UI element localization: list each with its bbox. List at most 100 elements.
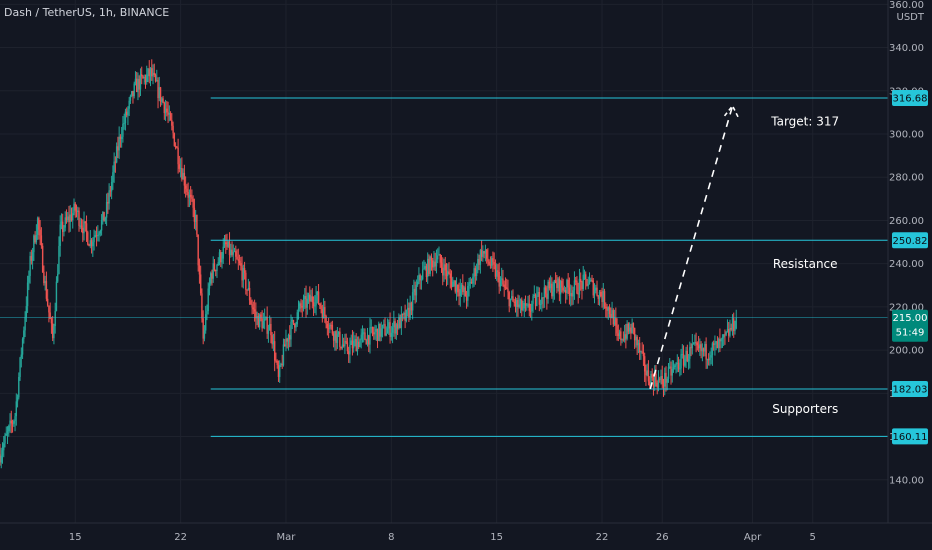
level-badge-label: 182.03 bbox=[893, 384, 928, 395]
projection-line[interactable] bbox=[649, 105, 734, 390]
candle-body bbox=[566, 279, 568, 293]
candle-body bbox=[100, 220, 103, 231]
candle-body bbox=[285, 338, 287, 347]
candle-body bbox=[297, 308, 300, 313]
candle-body bbox=[666, 378, 668, 383]
candle-body bbox=[43, 272, 45, 284]
candle-body bbox=[439, 254, 441, 263]
candle-body bbox=[108, 190, 110, 204]
level-badge-label: 250.82 bbox=[893, 236, 928, 247]
candle-body bbox=[569, 293, 572, 297]
candle-body bbox=[725, 331, 727, 335]
candle-body bbox=[342, 344, 345, 347]
candle-body bbox=[554, 280, 557, 284]
candle-body bbox=[661, 375, 663, 385]
candle-body bbox=[172, 125, 174, 134]
candle-body bbox=[655, 373, 657, 383]
candle-body bbox=[326, 323, 329, 329]
candle-body bbox=[701, 348, 704, 352]
candle-body bbox=[449, 273, 451, 279]
candle-body bbox=[306, 298, 308, 308]
candle-body bbox=[378, 323, 380, 341]
candle-body bbox=[142, 76, 144, 79]
candle-body bbox=[167, 112, 169, 115]
candle-body bbox=[65, 217, 68, 221]
candle-body bbox=[443, 264, 445, 276]
candle-body bbox=[434, 261, 436, 267]
candle-body bbox=[475, 269, 478, 277]
annotation-label: Target: 317 bbox=[770, 114, 839, 128]
candle-body bbox=[595, 287, 597, 291]
candle-body bbox=[189, 194, 192, 197]
candle-body bbox=[314, 305, 316, 307]
candle-body bbox=[85, 223, 88, 233]
candle-body bbox=[508, 292, 510, 307]
candle-body bbox=[615, 317, 617, 326]
time-axis[interactable]: 15 22 Mar 8 15 22 26 Apr 5 bbox=[69, 532, 816, 543]
candle-body bbox=[730, 327, 732, 330]
candle-body bbox=[233, 251, 236, 253]
candle-body bbox=[6, 431, 9, 435]
candle-body bbox=[608, 307, 611, 314]
candle-body bbox=[221, 258, 223, 263]
countdown-label: 51:49 bbox=[896, 328, 925, 339]
candle-body bbox=[482, 251, 484, 257]
candle-body bbox=[307, 294, 310, 299]
time-tick-label: 8 bbox=[388, 532, 394, 543]
candle-body bbox=[26, 282, 29, 307]
candle-body bbox=[39, 229, 41, 236]
candle-body bbox=[272, 341, 275, 345]
candle-body bbox=[30, 256, 33, 261]
candlestick-series[interactable] bbox=[0, 59, 737, 469]
candle-body bbox=[479, 250, 482, 265]
horizontal-levels[interactable] bbox=[0, 97, 888, 437]
candle-body bbox=[593, 290, 596, 296]
candle-body bbox=[97, 235, 99, 237]
candle-body bbox=[148, 68, 150, 77]
candle-body bbox=[617, 333, 620, 336]
candle-body bbox=[385, 333, 388, 336]
candle-body bbox=[478, 258, 480, 265]
candle-body bbox=[411, 292, 414, 311]
candle-body bbox=[203, 330, 206, 339]
candle-body bbox=[212, 263, 214, 279]
candle-body bbox=[281, 363, 283, 366]
candle-body bbox=[261, 318, 263, 329]
candle-body bbox=[562, 287, 564, 291]
candle-body bbox=[464, 287, 467, 297]
candle-body bbox=[46, 298, 49, 306]
candle-body bbox=[152, 72, 154, 77]
candle-body bbox=[109, 190, 112, 192]
candle-body bbox=[506, 287, 508, 289]
price-tick-label: 280.00 bbox=[889, 173, 924, 184]
candle-body bbox=[124, 111, 127, 124]
candle-body bbox=[181, 168, 183, 180]
candle-body bbox=[316, 291, 319, 296]
candle-body bbox=[490, 258, 493, 266]
candle-body bbox=[390, 332, 393, 337]
candle-body bbox=[641, 351, 643, 353]
candle-body bbox=[685, 350, 687, 359]
candle-body bbox=[690, 347, 692, 349]
candle-body bbox=[528, 303, 530, 311]
candle-body bbox=[322, 307, 325, 319]
candle-body bbox=[29, 256, 31, 276]
candle-body bbox=[346, 342, 349, 352]
projection-path[interactable] bbox=[649, 104, 740, 390]
candle-body bbox=[580, 278, 582, 282]
candle-body bbox=[495, 270, 498, 277]
candle-body bbox=[571, 293, 573, 297]
candle-body bbox=[612, 310, 615, 325]
candle-body bbox=[592, 280, 594, 296]
candle-body bbox=[304, 296, 306, 299]
candle-body bbox=[512, 296, 514, 302]
candle-body bbox=[266, 317, 268, 334]
candle-body bbox=[463, 287, 465, 293]
candle-body bbox=[568, 287, 571, 297]
candle-body bbox=[242, 268, 245, 281]
candle-body bbox=[504, 287, 507, 289]
candle-body bbox=[324, 307, 326, 316]
candle-body bbox=[237, 259, 240, 261]
candle-body bbox=[114, 161, 117, 163]
